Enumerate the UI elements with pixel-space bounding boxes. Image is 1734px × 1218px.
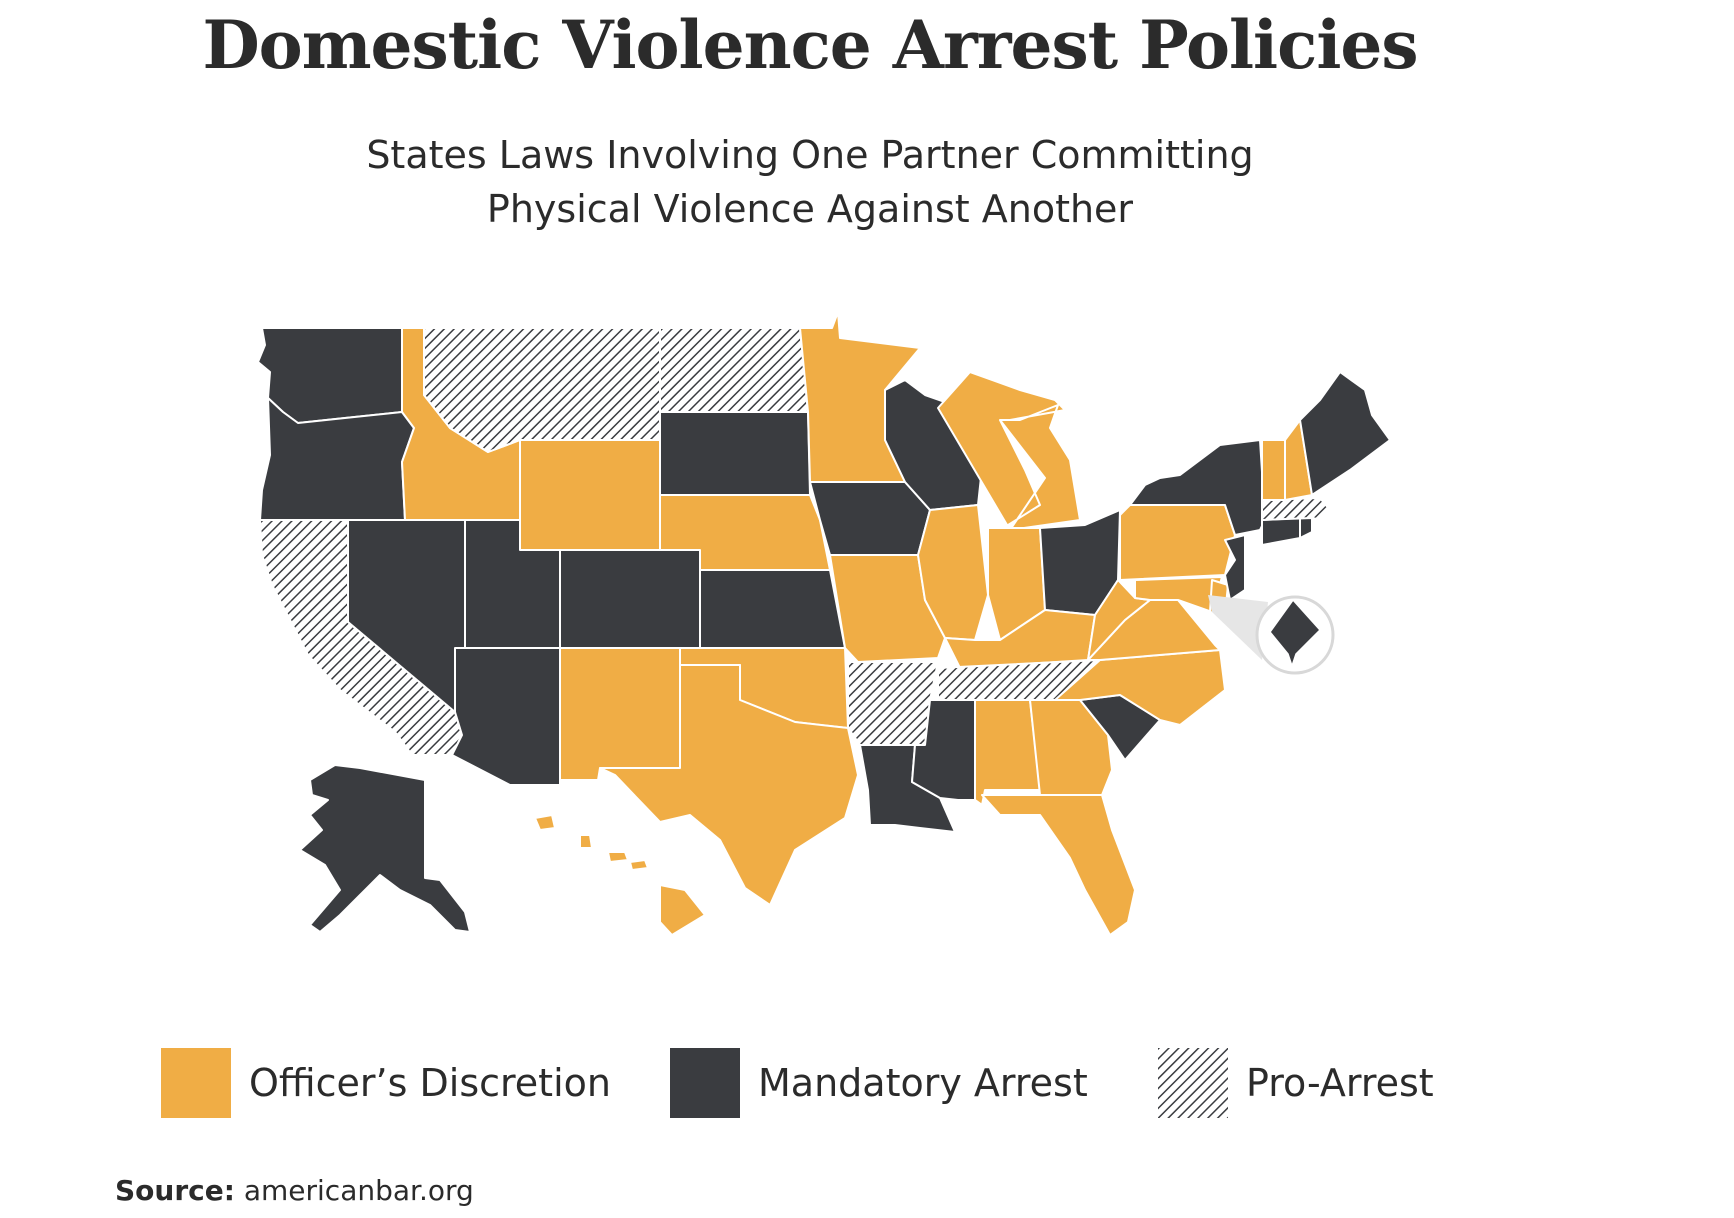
state-NM [559, 647, 681, 781]
dc-callout-beam [1208, 595, 1268, 660]
state-CT [1261, 517, 1301, 546]
state-NJ [1224, 534, 1246, 601]
source-note: Source: americanbar.org [115, 1174, 474, 1207]
state-PA [1119, 504, 1236, 581]
legend-label-discretion: Officer’s Discretion [249, 1061, 611, 1105]
state-NY [1129, 439, 1266, 536]
state-KS [699, 569, 846, 649]
state-CO [559, 549, 701, 649]
page-title: Domestic Violence Arrest Policies [202, 6, 1418, 84]
state-MA [1261, 497, 1331, 521]
state-AR [847, 661, 939, 746]
legend-swatch-mandatory [670, 1048, 740, 1118]
state-FL [981, 794, 1136, 936]
legend-item-discretion: Officer’s Discretion [161, 1048, 611, 1118]
state-IA [809, 481, 931, 556]
legend-label-pro-arrest: Pro-Arrest [1246, 1061, 1434, 1105]
state-WY [519, 439, 661, 551]
source-label: Source: [115, 1174, 235, 1207]
state-DC [1269, 598, 1322, 669]
state-MT [423, 327, 661, 453]
state-ND [659, 327, 809, 413]
state-TX [599, 664, 859, 906]
dc-inset [1208, 595, 1335, 675]
legend-swatch-discretion [161, 1048, 231, 1118]
state-AZ [451, 647, 561, 786]
state-HI [534, 814, 706, 936]
source-value: americanbar.org [243, 1174, 474, 1207]
state-AK [299, 764, 471, 933]
state-ME [1299, 371, 1391, 496]
legend-label-mandatory: Mandatory Arrest [758, 1061, 1088, 1105]
state-AL [974, 699, 1041, 806]
legend-swatch-pro-arrest [1158, 1048, 1228, 1118]
subtitle-line-2: Physical Violence Against Another [486, 187, 1134, 231]
legend-item-pro-arrest: Pro-Arrest [1158, 1048, 1434, 1118]
subtitle: States Laws Involving One Partner Commit… [280, 128, 1340, 236]
state-SD [659, 411, 811, 496]
state-VT [1261, 439, 1286, 501]
subtitle-line-1: States Laws Involving One Partner Commit… [366, 133, 1254, 177]
state-MD [1134, 576, 1223, 613]
state-RI [1299, 517, 1313, 539]
legend-item-mandatory: Mandatory Arrest [670, 1048, 1088, 1118]
